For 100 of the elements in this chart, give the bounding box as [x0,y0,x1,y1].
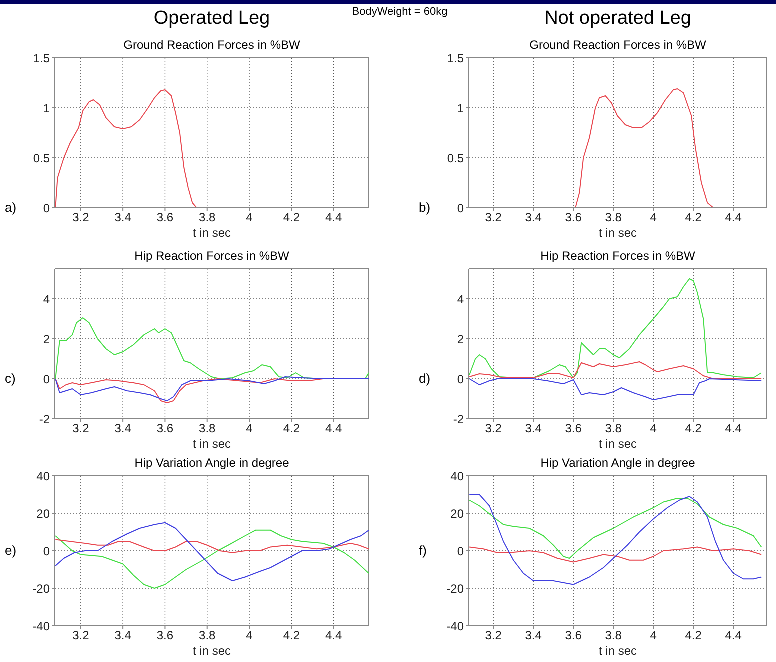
x-axis-title: t in sec [192,644,232,658]
x-tick-label: 4.2 [685,210,702,225]
line-series [469,378,762,400]
y-tick-label: 2 [457,332,464,346]
x-tick-label: 4.4 [325,422,342,436]
x-tick-label: 3.4 [114,210,132,225]
x-tick-label: 4 [246,628,254,643]
x-tick-label: 3.6 [565,628,582,643]
x-tick-label: 4 [650,628,658,643]
y-tick-label: -2 [39,412,50,426]
x-axis-title: t in sec [598,437,638,451]
line-series [55,530,369,589]
y-tick-label: 20 [36,506,50,521]
y-tick-label: 0 [457,372,464,386]
x-axis-title: t in sec [192,437,232,451]
y-tick-label: 40 [450,469,464,484]
y-tick-label: 1 [457,101,464,116]
text: b) [419,200,431,215]
x-tick-label: 4.4 [725,422,742,436]
line-series [55,522,369,582]
y-tick-label: -2 [453,412,464,426]
x-tick-label: 4.4 [325,210,342,225]
x-tick-label: 3.8 [605,628,622,643]
y-tick-label: 0 [457,544,464,558]
x-tick-label: 3.8 [199,422,216,436]
x-tick-label: 4.2 [685,628,702,643]
y-tick-label: 1.5 [447,51,464,66]
chart-title: Hip Reaction Forces in %BW [540,249,696,263]
x-tick-label: 3.2 [485,422,502,436]
y-tick-label: -40 [32,619,50,634]
y-tick-label: 0 [43,201,50,216]
x-tick-label: 4.4 [725,210,742,225]
y-tick-label: 1 [43,101,50,116]
x-tick-label: 4.4 [725,628,742,643]
chart-subtitle: Ground Reaction Forces in %BW [528,38,708,52]
x-tick-label: 3.2 [485,628,502,643]
x-tick-label: 3.4 [525,628,542,643]
chart-title: Not operated Leg [544,8,692,30]
text: c) [5,371,16,386]
y-tick-label: 0.5 [33,151,50,166]
x-tick-label: 3.2 [72,210,90,225]
x-tick-label: 3.6 [565,422,582,436]
chart-subtitle: Ground Reaction Forces in %BW [122,38,302,52]
y-tick-label: 2 [43,332,50,346]
text: e) [5,543,17,558]
x-tick-label: 4 [650,210,658,225]
y-tick-label: 40 [36,469,50,484]
chart-title: Hip Variation Angle in degree [134,456,290,470]
x-tick-label: 3.6 [156,210,174,225]
x-tick-label: 3.8 [605,422,622,436]
x-tick-label: 3.2 [72,628,90,643]
x-tick-label: 3.2 [485,210,502,225]
line-series [469,498,762,559]
line-series [469,494,762,586]
y-tick-label: -40 [446,619,464,634]
x-tick-label: 4 [650,422,658,436]
x-tick-label: 4 [246,422,254,436]
text: d) [419,371,431,386]
chart-title: Hip Reaction Forces in %BW [134,249,290,263]
x-tick-label: 3.4 [114,422,132,436]
y-tick-label: -20 [446,582,464,596]
y-tick-label: 20 [450,506,464,521]
text: f) [419,543,427,558]
y-tick-label: 0 [457,201,464,216]
x-tick-label: 4 [246,210,254,225]
y-tick-label: 4 [457,292,464,306]
x-tick-label: 4.2 [283,628,300,643]
x-tick-label: 3.8 [199,210,216,225]
y-tick-label: 4 [43,292,50,306]
x-tick-label: 4.4 [325,628,342,643]
line-series [469,362,762,380]
y-tick-label: 0 [43,372,50,386]
text: a) [5,200,17,215]
x-tick-label: 4.2 [283,210,300,225]
text: BodyWeight = 60kg [351,6,449,18]
chart-title: Operated Leg [154,8,270,29]
x-tick-label: 4.2 [685,422,702,436]
y-tick-label: -20 [32,582,50,596]
x-axis-title: t in sec [598,644,638,658]
x-tick-label: 3.6 [156,628,174,643]
x-tick-label: 3.4 [525,210,542,225]
x-tick-label: 3.6 [156,422,174,436]
x-tick-label: 3.6 [565,210,582,225]
line-series [469,546,762,563]
line-series [469,278,762,378]
y-tick-label: 0 [43,544,50,558]
line-series [55,90,198,208]
x-axis-title: t in sec [598,226,638,240]
line-series [55,539,369,554]
x-tick-label: 3.4 [525,422,542,436]
x-tick-label: 3.8 [199,628,216,643]
x-axis-title: t in sec [192,226,232,240]
x-tick-label: 3.4 [114,628,132,643]
line-series [575,88,714,208]
x-tick-label: 4.2 [283,422,300,436]
x-tick-label: 3.8 [605,210,622,225]
chart-title: Hip Variation Angle in degree [540,456,696,470]
y-tick-label: 0.5 [447,151,464,166]
y-tick-label: 1.5 [33,51,50,66]
x-tick-label: 3.2 [72,422,90,436]
